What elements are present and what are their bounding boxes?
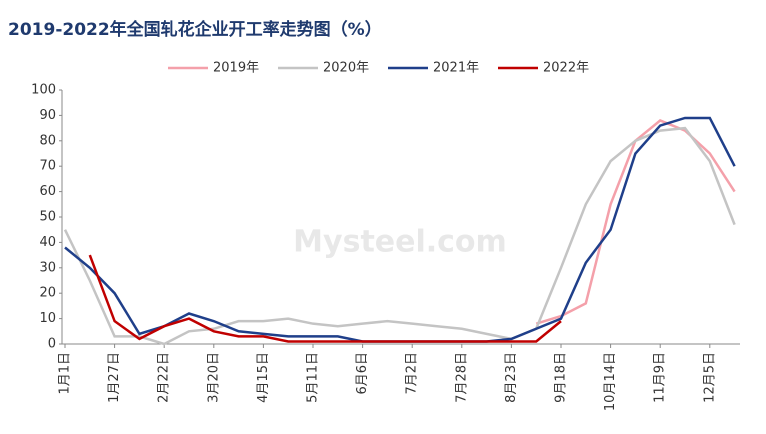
y-tick-label: 100 [31, 83, 56, 98]
series-line [535, 119, 736, 325]
x-tick-label: 4月15日 [256, 352, 271, 403]
series-line [63, 126, 736, 346]
y-tick-label: 30 [39, 260, 56, 275]
series-line [88, 254, 562, 343]
legend-label: 2020年 [323, 61, 369, 76]
legend-label: 2022年 [543, 61, 589, 76]
y-tick-label: 50 [39, 210, 56, 225]
y-tick-label: 0 [48, 337, 56, 352]
x-tick-label: 12月5日 [702, 352, 717, 403]
x-tick-label: 3月20日 [206, 352, 221, 403]
x-tick-label: 10月14日 [603, 352, 618, 411]
x-tick-label: 8月23日 [504, 352, 519, 403]
legend-label: 2021年 [433, 61, 479, 76]
x-tick-label: 5月11日 [306, 352, 321, 403]
x-tick-label: 9月18日 [554, 352, 569, 403]
x-tick-label: 7月28日 [454, 352, 469, 403]
watermark: Mysteel.com [293, 225, 507, 260]
y-tick-label: 60 [39, 184, 56, 199]
x-tick-label: 11月9日 [653, 352, 668, 403]
legend-label: 2019年 [213, 61, 259, 76]
y-tick-label: 70 [39, 159, 56, 174]
y-tick-label: 80 [39, 133, 56, 148]
chart-title: 2019-2022年全国轧花企业开工率走势图（%） [8, 19, 382, 40]
y-tick-label: 90 [39, 108, 56, 123]
y-tick-label: 40 [39, 235, 56, 250]
y-tick-label: 20 [39, 286, 56, 301]
x-tick-label: 1月27日 [107, 352, 122, 403]
y-tick-label: 10 [39, 311, 56, 326]
x-tick-label: 7月2日 [405, 352, 420, 395]
x-tick-label: 1月1日 [58, 352, 73, 395]
x-tick-label: 2月22日 [157, 352, 172, 403]
x-tick-label: 6月6日 [355, 352, 370, 395]
